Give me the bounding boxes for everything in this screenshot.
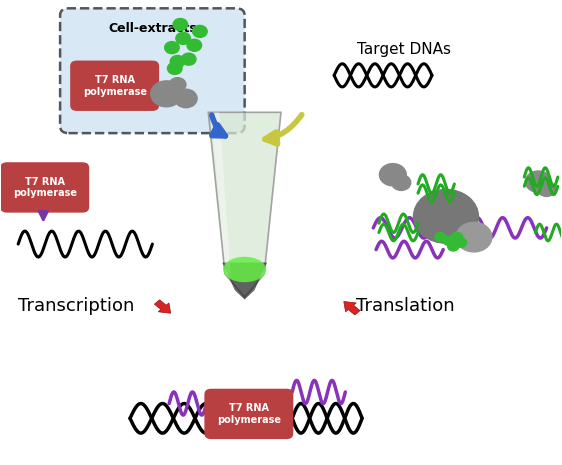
Circle shape <box>435 232 446 242</box>
FancyBboxPatch shape <box>205 389 293 439</box>
Circle shape <box>448 242 459 251</box>
Circle shape <box>193 26 207 38</box>
Circle shape <box>165 41 179 53</box>
Circle shape <box>414 190 478 243</box>
Circle shape <box>455 238 466 247</box>
Circle shape <box>151 81 182 107</box>
Circle shape <box>176 33 191 44</box>
FancyBboxPatch shape <box>70 60 159 111</box>
Circle shape <box>170 55 185 67</box>
Circle shape <box>167 62 182 74</box>
Circle shape <box>182 53 196 65</box>
Circle shape <box>379 164 406 186</box>
Circle shape <box>538 182 556 196</box>
Text: Cell-extracts: Cell-extracts <box>108 22 197 35</box>
Circle shape <box>451 232 463 242</box>
FancyBboxPatch shape <box>60 8 244 133</box>
Circle shape <box>525 171 551 193</box>
Polygon shape <box>344 301 360 315</box>
Polygon shape <box>155 300 171 313</box>
Circle shape <box>392 175 411 191</box>
Circle shape <box>443 236 454 246</box>
Circle shape <box>173 19 188 31</box>
Circle shape <box>456 222 492 252</box>
Circle shape <box>169 78 186 92</box>
Text: Translation: Translation <box>356 298 455 315</box>
Ellipse shape <box>223 257 266 282</box>
FancyBboxPatch shape <box>0 162 89 213</box>
Polygon shape <box>223 263 267 299</box>
Text: Transcription: Transcription <box>18 298 134 315</box>
Circle shape <box>187 39 202 51</box>
Polygon shape <box>211 113 230 274</box>
Text: Target DNAs: Target DNAs <box>357 42 451 57</box>
Text: T7 RNA
polymerase: T7 RNA polymerase <box>83 75 147 97</box>
Polygon shape <box>209 113 281 297</box>
Text: T7 RNA
polymerase: T7 RNA polymerase <box>217 403 281 425</box>
Text: T7 RNA
polymerase: T7 RNA polymerase <box>13 177 77 198</box>
Circle shape <box>175 89 197 108</box>
